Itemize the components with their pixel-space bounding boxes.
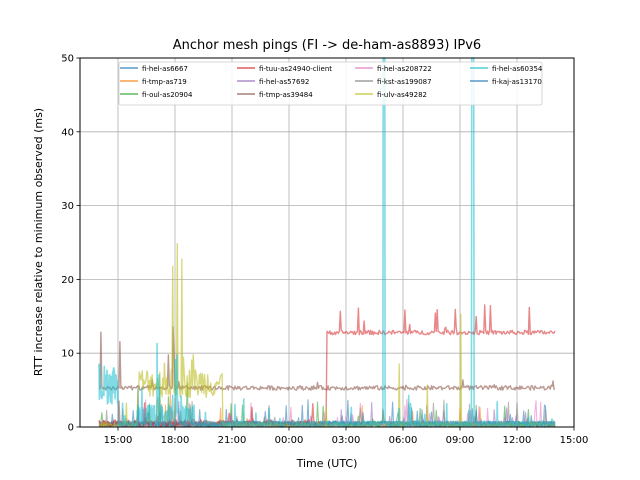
- plot-frame: [79, 57, 575, 428]
- legend-label: fi-kaj-as13170: [492, 78, 542, 86]
- y-tick-label: 40: [61, 127, 74, 138]
- legend-label: fi-hel-as6667: [142, 65, 188, 73]
- x-tick-label: 18:00: [161, 435, 190, 446]
- x-tick-label: 09:00: [446, 435, 475, 446]
- y-tick-label: 30: [61, 201, 74, 212]
- legend-label: fi-hel-as60354: [492, 65, 543, 73]
- legend-label: fi-tmp-as719: [142, 78, 187, 86]
- legend-label: fi-ulv-as49282: [377, 91, 427, 99]
- legend: fi-hel-as6667 fi-tmp-as719 fi-oul-as20904 f…: [118, 61, 543, 106]
- y-axis-ticks: 0 10 20 30 40 50: [61, 54, 80, 434]
- y-tick-label: 0: [68, 423, 74, 434]
- y-tick-label: 10: [61, 349, 74, 360]
- legend-label: fi-hel-as57692: [259, 78, 309, 86]
- x-tick-label: 15:00: [560, 435, 589, 446]
- legend-label: fi-kst-as199087: [377, 78, 432, 86]
- x-tick-label: 00:00: [275, 435, 304, 446]
- chart-title: Anchor mesh pings (FI -> de-ham-as8893) …: [173, 38, 481, 53]
- x-tick-label: 03:00: [332, 435, 361, 446]
- y-tick-label: 50: [61, 54, 74, 65]
- series-line: [98, 57, 556, 428]
- legend-label: fi-hel-as208722: [377, 65, 432, 73]
- x-tick-label: 12:00: [503, 435, 532, 446]
- x-tick-label: 21:00: [218, 435, 247, 446]
- legend-label: fi-tmp-as39484: [259, 91, 313, 99]
- x-axis-ticks: 15:00 18:00 21:00 00:00 03:00 06:00 09:00 12:00…: [104, 427, 589, 446]
- legend-label: fi-tuu-as24940-client: [259, 65, 332, 73]
- x-axis-label: Time (UTC): [296, 457, 358, 470]
- y-axis-label: RTT increase relative to minimum observe…: [32, 108, 45, 376]
- legend-box: [118, 61, 543, 106]
- legend-label: fi-oul-as20904: [142, 91, 193, 99]
- y-tick-label: 20: [61, 275, 74, 286]
- x-tick-label: 15:00: [104, 435, 133, 446]
- series-line: [98, 304, 556, 428]
- x-tick-label: 06:00: [389, 435, 418, 446]
